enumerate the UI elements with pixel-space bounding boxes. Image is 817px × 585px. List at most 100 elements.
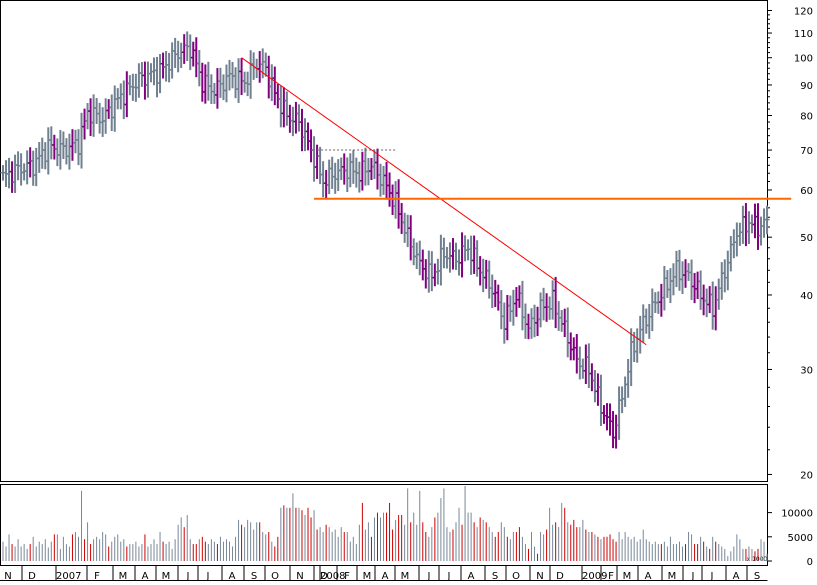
time-label: 2007 bbox=[56, 571, 81, 581]
ohlc-bar bbox=[459, 232, 465, 278]
ohlc-bar bbox=[577, 346, 583, 380]
ohlc-bar bbox=[335, 159, 341, 192]
time-label: N bbox=[296, 571, 303, 581]
ohlc-bar bbox=[39, 137, 45, 169]
ohlc-bar bbox=[368, 158, 374, 181]
ohlc-bar bbox=[649, 288, 655, 332]
time-label: F bbox=[94, 571, 100, 581]
ohlc-bar bbox=[127, 75, 133, 96]
ohlc-bar bbox=[103, 98, 109, 134]
ohlc-bar bbox=[66, 133, 72, 170]
ohlc-bar bbox=[432, 263, 438, 287]
time-label: D bbox=[28, 571, 36, 581]
ohlc-bar bbox=[429, 251, 435, 292]
ohlc-bar bbox=[199, 62, 205, 102]
time-label: O bbox=[271, 571, 279, 581]
ohlc-bar bbox=[713, 286, 719, 331]
ohlc-bar bbox=[332, 162, 338, 194]
ohlc-bar bbox=[63, 138, 69, 165]
ohlc-bar bbox=[187, 34, 193, 71]
ohlc-bar bbox=[698, 270, 704, 310]
ohlc-bar bbox=[284, 91, 290, 126]
ohlc-bar bbox=[163, 51, 169, 82]
ohlc-bar bbox=[359, 151, 365, 191]
ohlc-bar bbox=[743, 203, 749, 247]
price-tick-label: 40 bbox=[800, 291, 813, 302]
ohlc-bar bbox=[640, 304, 646, 343]
price-tick-label: 90 bbox=[800, 81, 813, 92]
time-label: M bbox=[623, 571, 632, 581]
ohlc-bar bbox=[501, 302, 507, 344]
ohlc-bar bbox=[559, 310, 565, 332]
ohlc-bar bbox=[601, 405, 607, 424]
ohlc-bar bbox=[462, 235, 468, 262]
ohlc-bar bbox=[643, 308, 649, 334]
volume-tick-label: 5000 bbox=[788, 533, 813, 544]
ohlc-bar bbox=[242, 71, 248, 93]
ohlc-bar bbox=[341, 153, 347, 185]
ohlc-bar bbox=[230, 61, 236, 89]
ohlc-bar bbox=[619, 386, 625, 414]
ohlc-bar bbox=[76, 129, 81, 166]
ohlc-bar bbox=[722, 259, 728, 293]
ohlc-bar bbox=[320, 161, 326, 198]
ohlc-bar bbox=[516, 285, 522, 308]
ohlc-bar bbox=[350, 150, 356, 184]
time-label: 2008 bbox=[320, 571, 345, 581]
ohlc-bar bbox=[474, 240, 480, 277]
ohlc-bar bbox=[607, 403, 613, 436]
ohlc-bar bbox=[54, 138, 60, 167]
ohlc-bar bbox=[378, 163, 383, 197]
ohlc-bar bbox=[513, 287, 519, 317]
ohlc-bar bbox=[486, 260, 492, 299]
time-label: S bbox=[492, 571, 498, 581]
ohlc-bar bbox=[233, 67, 239, 99]
ohlc-bar bbox=[145, 61, 151, 98]
time-label: F bbox=[608, 571, 614, 581]
price-tick-label: 110 bbox=[794, 29, 813, 40]
ohlc-bar bbox=[553, 276, 559, 329]
volume-tick-label: 0 bbox=[807, 557, 813, 568]
ohlc-bar bbox=[535, 306, 541, 337]
time-label: D bbox=[556, 571, 564, 581]
ohlc-bar bbox=[60, 131, 66, 160]
ohlc-bar bbox=[704, 288, 710, 318]
ohlc-bar bbox=[471, 235, 477, 274]
ohlc-bar bbox=[362, 147, 368, 186]
ohlc-bar bbox=[227, 59, 232, 91]
ohlc-bar bbox=[217, 67, 223, 98]
ohlc-bar bbox=[746, 211, 752, 245]
ohlc-bar bbox=[538, 292, 544, 328]
ohlc-bar bbox=[707, 286, 713, 314]
ohlc-bar bbox=[598, 374, 604, 426]
volume-unit-label: x 1000 bbox=[747, 556, 768, 563]
ohlc-bar bbox=[299, 108, 305, 152]
ohlc-bar bbox=[151, 57, 157, 86]
ohlc-bar bbox=[477, 256, 483, 286]
ohlc-bar bbox=[595, 373, 601, 406]
ohlc-bar bbox=[673, 250, 679, 288]
volume-bars bbox=[2, 486, 768, 561]
ohlc-bar bbox=[344, 157, 350, 193]
ohlc-bar bbox=[507, 295, 513, 322]
time-label: J bbox=[186, 571, 190, 581]
ohlc-bar bbox=[550, 280, 556, 320]
ohlc-bar bbox=[761, 208, 767, 238]
ohlc-bar bbox=[541, 287, 547, 321]
ohlc-bar bbox=[586, 343, 592, 389]
time-label: J bbox=[691, 571, 695, 581]
ohlc-bar bbox=[731, 229, 737, 259]
ohlc-bar bbox=[755, 203, 761, 250]
time-label: A bbox=[468, 571, 475, 581]
trendlines bbox=[241, 57, 792, 346]
price-axis: 20 30 40 50 60 70 80 90 100 110 120 bbox=[767, 6, 813, 481]
ohlc-bar bbox=[381, 165, 387, 195]
ohlc-bar bbox=[94, 98, 100, 124]
ohlc-bar bbox=[565, 307, 571, 358]
ohlc-bar bbox=[562, 308, 568, 338]
time-label: 2009 bbox=[582, 571, 607, 581]
ohlc-bar bbox=[519, 280, 525, 331]
ohlc-bar bbox=[667, 268, 673, 304]
ohlc-bar bbox=[414, 242, 420, 270]
ohlc-bar bbox=[9, 161, 15, 193]
